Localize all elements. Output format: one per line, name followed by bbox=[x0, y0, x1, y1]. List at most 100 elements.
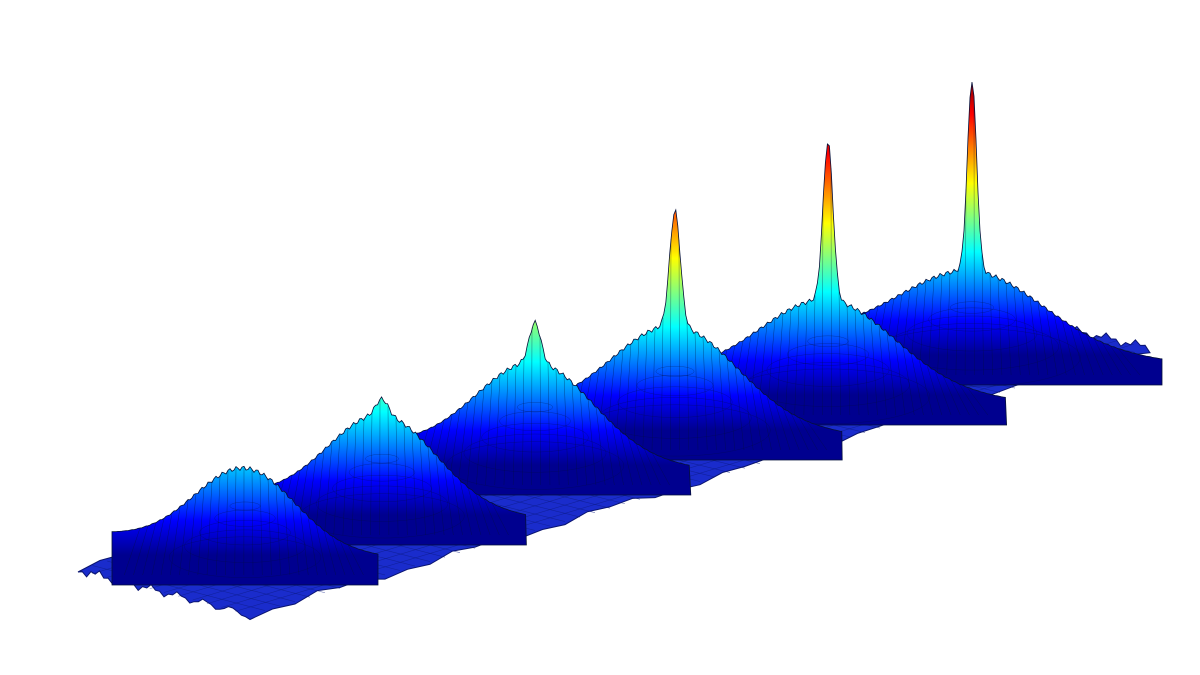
peak-contour-line bbox=[184, 529, 306, 563]
peak-mesh-line bbox=[955, 269, 959, 376]
peak-contour-line bbox=[332, 474, 432, 503]
peak-mesh-line bbox=[619, 430, 633, 486]
peak-mesh-line bbox=[742, 373, 754, 451]
peak-contour-line bbox=[928, 307, 1016, 332]
peak-mesh-line bbox=[403, 423, 408, 536]
peak-contour-line bbox=[499, 411, 571, 431]
peak-mesh-line bbox=[179, 500, 189, 576]
peak-mesh-line bbox=[928, 277, 935, 376]
peak-mesh-line bbox=[571, 382, 578, 486]
peak-mesh-line bbox=[790, 413, 809, 451]
peak-mesh-line bbox=[846, 304, 851, 416]
peak-mesh-line bbox=[170, 507, 181, 576]
peak-mesh-line bbox=[1053, 313, 1067, 376]
peak-mesh-line bbox=[910, 352, 924, 416]
peak-mesh-line bbox=[942, 375, 961, 416]
peak-mesh-line bbox=[822, 204, 824, 416]
peak-mesh-line bbox=[275, 484, 281, 576]
peak-mesh-line bbox=[635, 443, 652, 486]
peak-mesh-line bbox=[324, 442, 333, 536]
peak-mesh-line bbox=[838, 288, 841, 416]
peak-mesh-line bbox=[966, 386, 989, 416]
peak-mesh-line bbox=[643, 448, 661, 486]
peak-mesh-line bbox=[347, 544, 364, 576]
peak-mesh-line bbox=[670, 239, 672, 451]
peak-mesh-line bbox=[283, 491, 291, 576]
peak-mesh-line bbox=[555, 369, 560, 486]
peak-mesh-line bbox=[785, 308, 792, 416]
peak-mesh-line bbox=[595, 406, 606, 486]
peak-contour-line bbox=[516, 402, 554, 413]
peak-contour-line bbox=[655, 365, 695, 377]
peak-mesh-line bbox=[323, 530, 337, 576]
peak-mesh-line bbox=[443, 463, 454, 536]
peak-mesh-line bbox=[475, 493, 491, 536]
peak-mesh-line bbox=[251, 469, 254, 576]
peak-mesh-line bbox=[299, 508, 309, 576]
peak-mesh-line bbox=[926, 365, 943, 416]
peak-mesh-line bbox=[1077, 329, 1095, 376]
surface-peaks bbox=[111, 81, 1163, 586]
peak-mesh-line bbox=[854, 308, 860, 416]
peak-mesh-line bbox=[660, 317, 664, 451]
peak-contour-line bbox=[481, 423, 589, 453]
peak-mesh-line bbox=[1021, 291, 1030, 376]
peak-mesh-line bbox=[466, 394, 477, 486]
peak-mesh-line bbox=[435, 455, 445, 536]
peak-mesh-line bbox=[812, 295, 816, 416]
peak-mesh-line bbox=[579, 390, 587, 486]
peak-mesh-line bbox=[710, 343, 717, 451]
peak-mesh-line bbox=[803, 302, 808, 416]
peak-mesh-line bbox=[315, 449, 325, 536]
peak-mesh-line bbox=[206, 480, 213, 576]
peak-mesh-line bbox=[133, 525, 149, 576]
peak-3 bbox=[378, 319, 692, 496]
peak-mesh-line bbox=[750, 381, 763, 451]
peak-mesh-line bbox=[611, 423, 624, 486]
peak-contour-line bbox=[168, 536, 322, 578]
peak-mesh-line bbox=[259, 472, 263, 576]
peak-mesh-line bbox=[794, 304, 800, 416]
peak-mesh-line bbox=[1029, 296, 1039, 376]
peak-mesh-line bbox=[188, 493, 197, 576]
peak-contour-line bbox=[906, 315, 1038, 352]
peak-mesh-line bbox=[981, 254, 984, 376]
peak-contour-line bbox=[950, 301, 994, 314]
peak-mesh-line bbox=[1069, 324, 1085, 376]
peak-mesh-line bbox=[997, 277, 1003, 376]
peak-mesh-line bbox=[491, 503, 509, 536]
peak-contour-line bbox=[348, 463, 416, 482]
peak-contour-line bbox=[214, 509, 276, 527]
peak-mesh-line bbox=[633, 337, 640, 451]
peak-mesh-line bbox=[642, 332, 648, 451]
peak-mesh-line bbox=[946, 272, 951, 376]
peak-mesh-line bbox=[1045, 308, 1058, 376]
peak-contour-line bbox=[463, 433, 607, 473]
peak-mesh-line bbox=[339, 540, 355, 576]
peak-mesh-line bbox=[563, 375, 569, 486]
peak-mesh-line bbox=[216, 475, 221, 576]
peak-mesh-line bbox=[291, 499, 300, 576]
peak-mesh-line bbox=[894, 339, 906, 416]
peak-mesh-line bbox=[1117, 348, 1141, 376]
peak-mesh-line bbox=[307, 516, 318, 576]
peak-mesh-line bbox=[547, 362, 551, 486]
peak-mesh-line bbox=[370, 411, 373, 536]
peak-mesh-line bbox=[989, 274, 993, 376]
peak-contour-line bbox=[229, 501, 261, 511]
peak-mesh-line bbox=[603, 415, 615, 486]
peak-1 bbox=[111, 465, 379, 586]
peak-mesh-line bbox=[1085, 334, 1104, 376]
peak-mesh-line bbox=[331, 535, 346, 576]
peak-mesh-line bbox=[151, 518, 165, 576]
peak-2 bbox=[237, 396, 527, 546]
peak-mesh-line bbox=[485, 380, 493, 486]
peak-mesh-line bbox=[1005, 281, 1012, 376]
peak-mesh-line bbox=[160, 512, 173, 576]
peak-mesh-line bbox=[958, 383, 979, 416]
peak-mesh-line bbox=[427, 446, 436, 536]
peak-mesh-line bbox=[627, 437, 643, 486]
peak-mesh-line bbox=[870, 319, 878, 416]
peak-mesh-line bbox=[806, 421, 828, 451]
